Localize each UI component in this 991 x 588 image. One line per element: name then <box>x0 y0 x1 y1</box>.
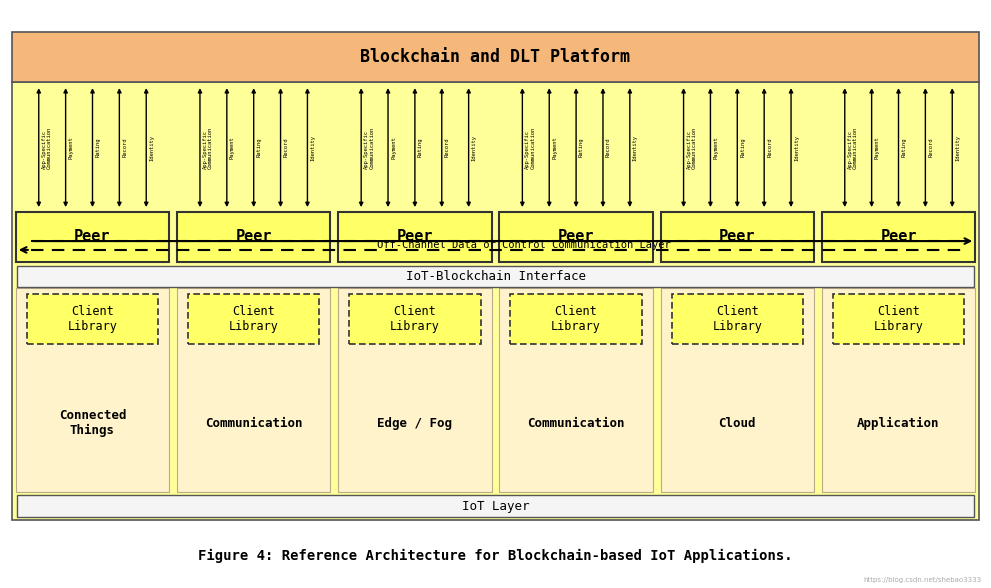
Bar <box>12 32 979 82</box>
Text: App-Specific
Communication: App-Specific Communication <box>203 126 213 169</box>
Bar <box>672 294 803 344</box>
Text: Rating: Rating <box>257 138 262 158</box>
Text: Client
Library: Client Library <box>551 305 601 333</box>
Text: Identity: Identity <box>794 135 799 161</box>
Bar <box>338 212 492 262</box>
Bar <box>822 212 975 262</box>
Text: Communication: Communication <box>205 417 302 430</box>
Text: Identity: Identity <box>955 135 960 161</box>
Text: Record: Record <box>445 138 450 158</box>
Text: Record: Record <box>606 138 610 158</box>
Text: Identity: Identity <box>472 135 477 161</box>
Text: Rating: Rating <box>95 138 100 158</box>
Text: Payment: Payment <box>714 136 718 159</box>
Text: App-Specific
Communication: App-Specific Communication <box>847 126 858 169</box>
Text: Record: Record <box>283 138 288 158</box>
Text: Peer: Peer <box>74 229 111 244</box>
Text: Rating: Rating <box>418 138 423 158</box>
Text: Client
Library: Client Library <box>229 305 278 333</box>
Bar <box>16 212 169 262</box>
Text: Peer: Peer <box>719 229 755 244</box>
Text: App-Specific
Communication: App-Specific Communication <box>687 126 697 169</box>
Bar <box>27 294 159 344</box>
Text: Blockchain and DLT Platform: Blockchain and DLT Platform <box>361 48 630 66</box>
Text: Connected
Things: Connected Things <box>58 409 126 437</box>
Text: Identity: Identity <box>310 135 315 161</box>
Text: Peer: Peer <box>236 229 272 244</box>
Bar <box>177 212 330 262</box>
Text: Peer: Peer <box>880 229 917 244</box>
Text: Payment: Payment <box>875 136 880 159</box>
Bar <box>661 212 814 262</box>
Text: Client
Library: Client Library <box>390 305 440 333</box>
Text: Rating: Rating <box>740 138 745 158</box>
Text: App-Specific
Communication: App-Specific Communication <box>525 126 535 169</box>
Text: Identity: Identity <box>633 135 638 161</box>
Bar <box>349 294 481 344</box>
Text: https://blog.csdn.net/shebao3333: https://blog.csdn.net/shebao3333 <box>863 577 981 583</box>
Text: App-Specific
Communication: App-Specific Communication <box>42 126 52 169</box>
Text: Figure 4: Reference Architecture for Blockchain-based IoT Applications.: Figure 4: Reference Architecture for Blo… <box>198 549 793 563</box>
Text: Communication: Communication <box>527 417 625 430</box>
Bar <box>499 288 653 492</box>
Text: IoT-Blockchain Interface: IoT-Blockchain Interface <box>405 270 586 283</box>
Text: Client
Library: Client Library <box>713 305 762 333</box>
Text: Edge / Fog: Edge / Fog <box>378 417 453 430</box>
Bar <box>661 288 814 492</box>
Text: Identity: Identity <box>150 135 155 161</box>
Text: Cloud: Cloud <box>718 417 756 430</box>
Bar <box>510 294 642 344</box>
Text: Rating: Rating <box>902 138 907 158</box>
Text: Peer: Peer <box>558 229 595 244</box>
Bar <box>822 288 975 492</box>
Bar <box>338 288 492 492</box>
Text: Application: Application <box>857 417 939 430</box>
Text: Record: Record <box>122 138 127 158</box>
Text: IoT Layer: IoT Layer <box>462 500 529 513</box>
Text: Payment: Payment <box>230 136 235 159</box>
Text: Payment: Payment <box>68 136 73 159</box>
Text: App-Specific
Communication: App-Specific Communication <box>364 126 375 169</box>
Text: Payment: Payment <box>552 136 557 159</box>
Bar <box>177 288 330 492</box>
Text: Record: Record <box>767 138 772 158</box>
Text: Off-Channel Data or Control Communication Layer: Off-Channel Data or Control Communicatio… <box>377 240 670 250</box>
Bar <box>188 294 319 344</box>
Text: Rating: Rating <box>579 138 584 158</box>
Text: Peer: Peer <box>396 229 433 244</box>
Bar <box>17 266 974 287</box>
Bar <box>12 82 979 520</box>
Bar <box>832 294 964 344</box>
Text: Client
Library: Client Library <box>67 305 117 333</box>
Bar <box>499 212 653 262</box>
Text: Record: Record <box>929 138 934 158</box>
Bar <box>16 288 169 492</box>
Text: Payment: Payment <box>391 136 396 159</box>
Bar <box>17 495 974 517</box>
Text: Client
Library: Client Library <box>874 305 924 333</box>
